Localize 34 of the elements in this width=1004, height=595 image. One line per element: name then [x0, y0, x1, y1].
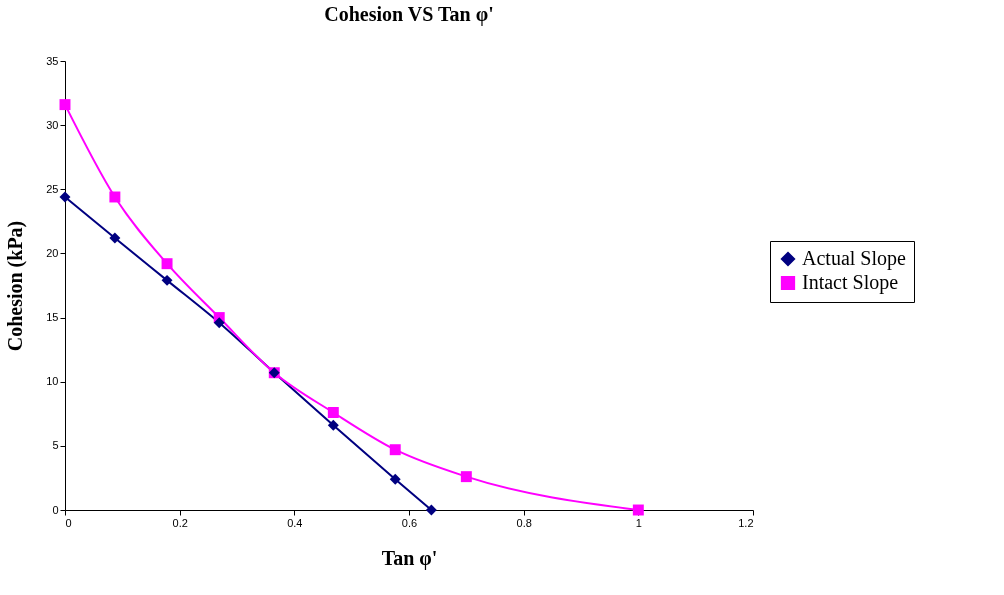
point [389, 444, 401, 456]
y-axis-title: Cohesion (kPa) [4, 220, 28, 352]
point [59, 99, 71, 111]
x-tick-label: 0.6 [401, 516, 418, 529]
point [213, 317, 225, 329]
x-tick-label: 1 [635, 516, 642, 529]
y-tick-label: 30 [46, 118, 59, 131]
point [632, 504, 644, 516]
point [327, 407, 339, 418]
y-tick-label: 20 [46, 246, 59, 259]
x-tick-label: 0.2 [172, 516, 188, 529]
point [109, 191, 121, 203]
legend-label: Intact Slope [802, 271, 899, 294]
chart-title: Cohesion VS Tan φ' [324, 3, 494, 26]
point [425, 504, 437, 516]
y-tick-label: 15 [46, 311, 59, 324]
legend-label: Actual Slope [802, 247, 906, 270]
y-tick-label: 5 [52, 439, 59, 452]
x-tick-label: 1.2 [738, 516, 754, 529]
point [389, 473, 401, 485]
y-tick-label: 0 [52, 503, 59, 516]
y-tick-label: 25 [46, 182, 59, 195]
x-tick-label: 0.4 [287, 516, 303, 529]
x-tick-label: 0.8 [516, 516, 532, 529]
point [161, 274, 173, 286]
y-tick-label: 10 [46, 375, 59, 388]
point [59, 191, 71, 203]
y-tick-label: 35 [46, 54, 59, 67]
point [109, 232, 121, 244]
point [460, 471, 472, 483]
x-tick-label: 0 [65, 516, 72, 529]
point [161, 258, 173, 270]
x-axis-title: Tan φ' [381, 546, 438, 570]
point [327, 419, 339, 431]
